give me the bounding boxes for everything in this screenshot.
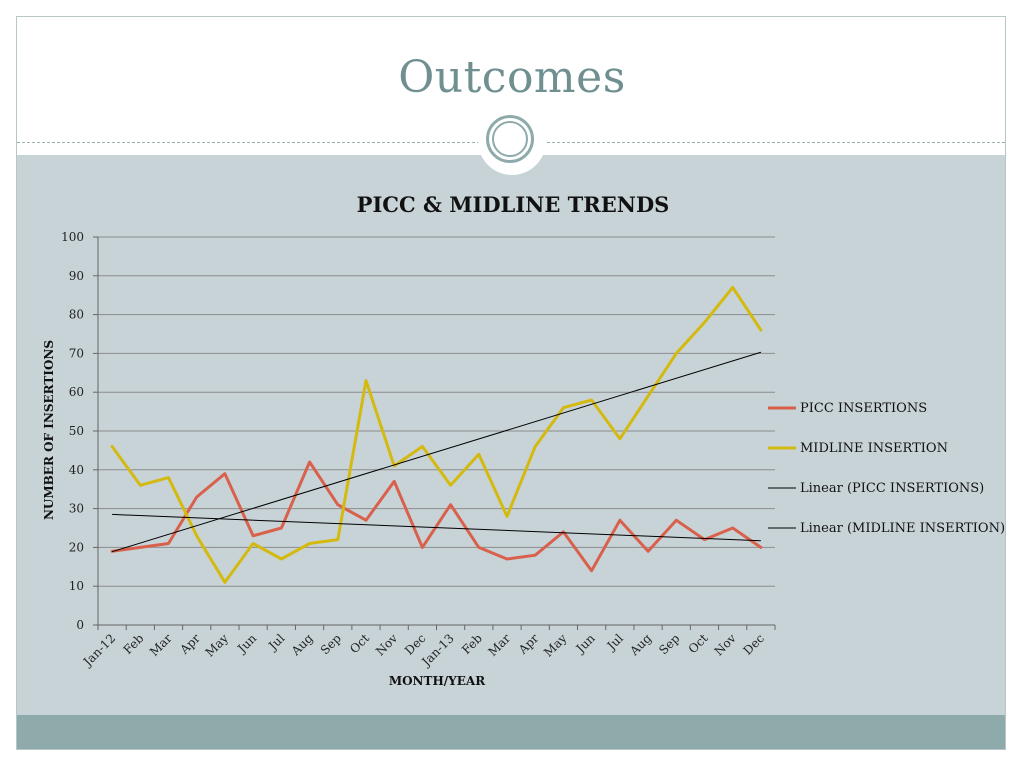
legend-label: PICC INSERTIONS	[800, 401, 927, 416]
grid-lines	[98, 236, 775, 587]
axes	[93, 236, 776, 630]
x-tick-label: Apr	[177, 631, 203, 657]
x-tick-label: Sep	[656, 631, 682, 657]
y-tick-label: 20	[69, 540, 84, 554]
x-tick-label: Apr	[515, 631, 541, 657]
y-tick-label: 40	[69, 463, 84, 477]
legend: PICC INSERTIONS MIDLINE INSERTION Linear (…	[768, 401, 1005, 536]
content-area	[17, 155, 1005, 715]
x-tick-label: Nov	[712, 631, 739, 658]
legend-label: MIDLINE INSERTION	[800, 441, 948, 456]
x-tick-label: May	[541, 631, 570, 660]
legend-label: Linear (PICC INSERTIONS)	[800, 481, 984, 496]
chart-title: PICC & MIDLINE TRENDS	[357, 192, 670, 217]
x-tick-label: Jul	[603, 631, 626, 654]
slide-title: Outcomes	[398, 52, 626, 103]
x-tick-label: Aug	[627, 631, 655, 659]
footer-band	[17, 715, 1005, 749]
x-tick-label: May	[203, 631, 232, 660]
trendline-picc	[112, 513, 761, 542]
x-tick-label: Nov	[373, 631, 400, 658]
x-tick-label: Sep	[318, 631, 344, 657]
x-tick-label: Dec	[741, 631, 768, 658]
x-tick-label: Oct	[347, 631, 372, 656]
x-tick-label: Mar	[485, 631, 513, 659]
y-tick-label: 100	[61, 230, 84, 244]
y-tick-label: 50	[69, 424, 84, 438]
y-tick-label: 0	[76, 618, 84, 632]
y-tick-label: 90	[69, 269, 84, 283]
y-tick-label: 30	[69, 502, 84, 516]
trendline-midline	[111, 351, 762, 553]
x-axis-label: MONTH/YEAR	[389, 674, 486, 688]
x-tick-label: Aug	[288, 631, 316, 659]
legend-label: Linear (MIDLINE INSERTION)	[800, 521, 1005, 536]
y-tick-label: 60	[69, 385, 84, 399]
data-series	[110, 285, 763, 584]
x-tick-label: Jul	[265, 631, 288, 654]
x-tick-label: Jan-12	[79, 631, 118, 670]
x-tick-label: Mar	[147, 631, 175, 659]
y-tick-label: 10	[69, 579, 84, 593]
y-axis-label: NUMBER OF INSERTIONS	[42, 340, 56, 520]
x-tick-label: Feb	[121, 631, 147, 657]
y-tick-label: 80	[69, 308, 84, 322]
x-tick-label: Jun	[234, 631, 260, 657]
x-tick-label: Feb	[459, 631, 485, 657]
y-tick-label: 70	[69, 346, 84, 360]
x-tick-label: Jun	[572, 631, 598, 657]
emblem-outer-ring	[486, 115, 534, 163]
series-line-midline	[110, 285, 763, 584]
emblem-inner-ring	[492, 121, 528, 157]
x-tick-label: Oct	[686, 631, 711, 656]
series-line-picc	[110, 460, 763, 573]
